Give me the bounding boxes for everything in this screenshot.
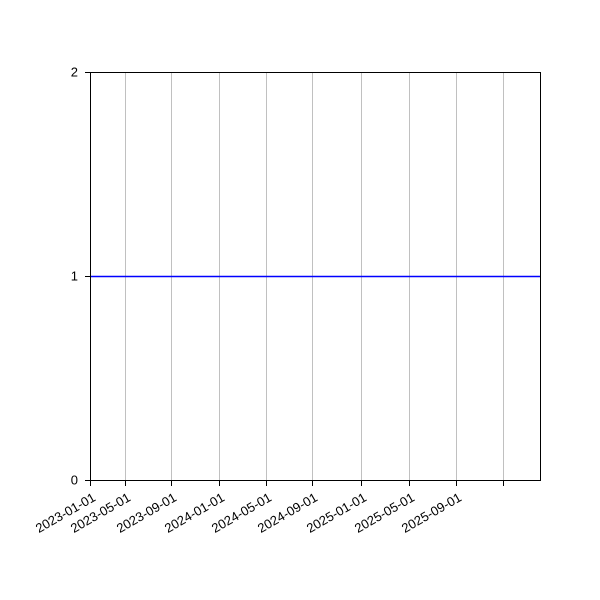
svg-text:0: 0 — [71, 473, 78, 488]
svg-text:1: 1 — [71, 269, 78, 284]
svg-text:2: 2 — [71, 65, 78, 80]
